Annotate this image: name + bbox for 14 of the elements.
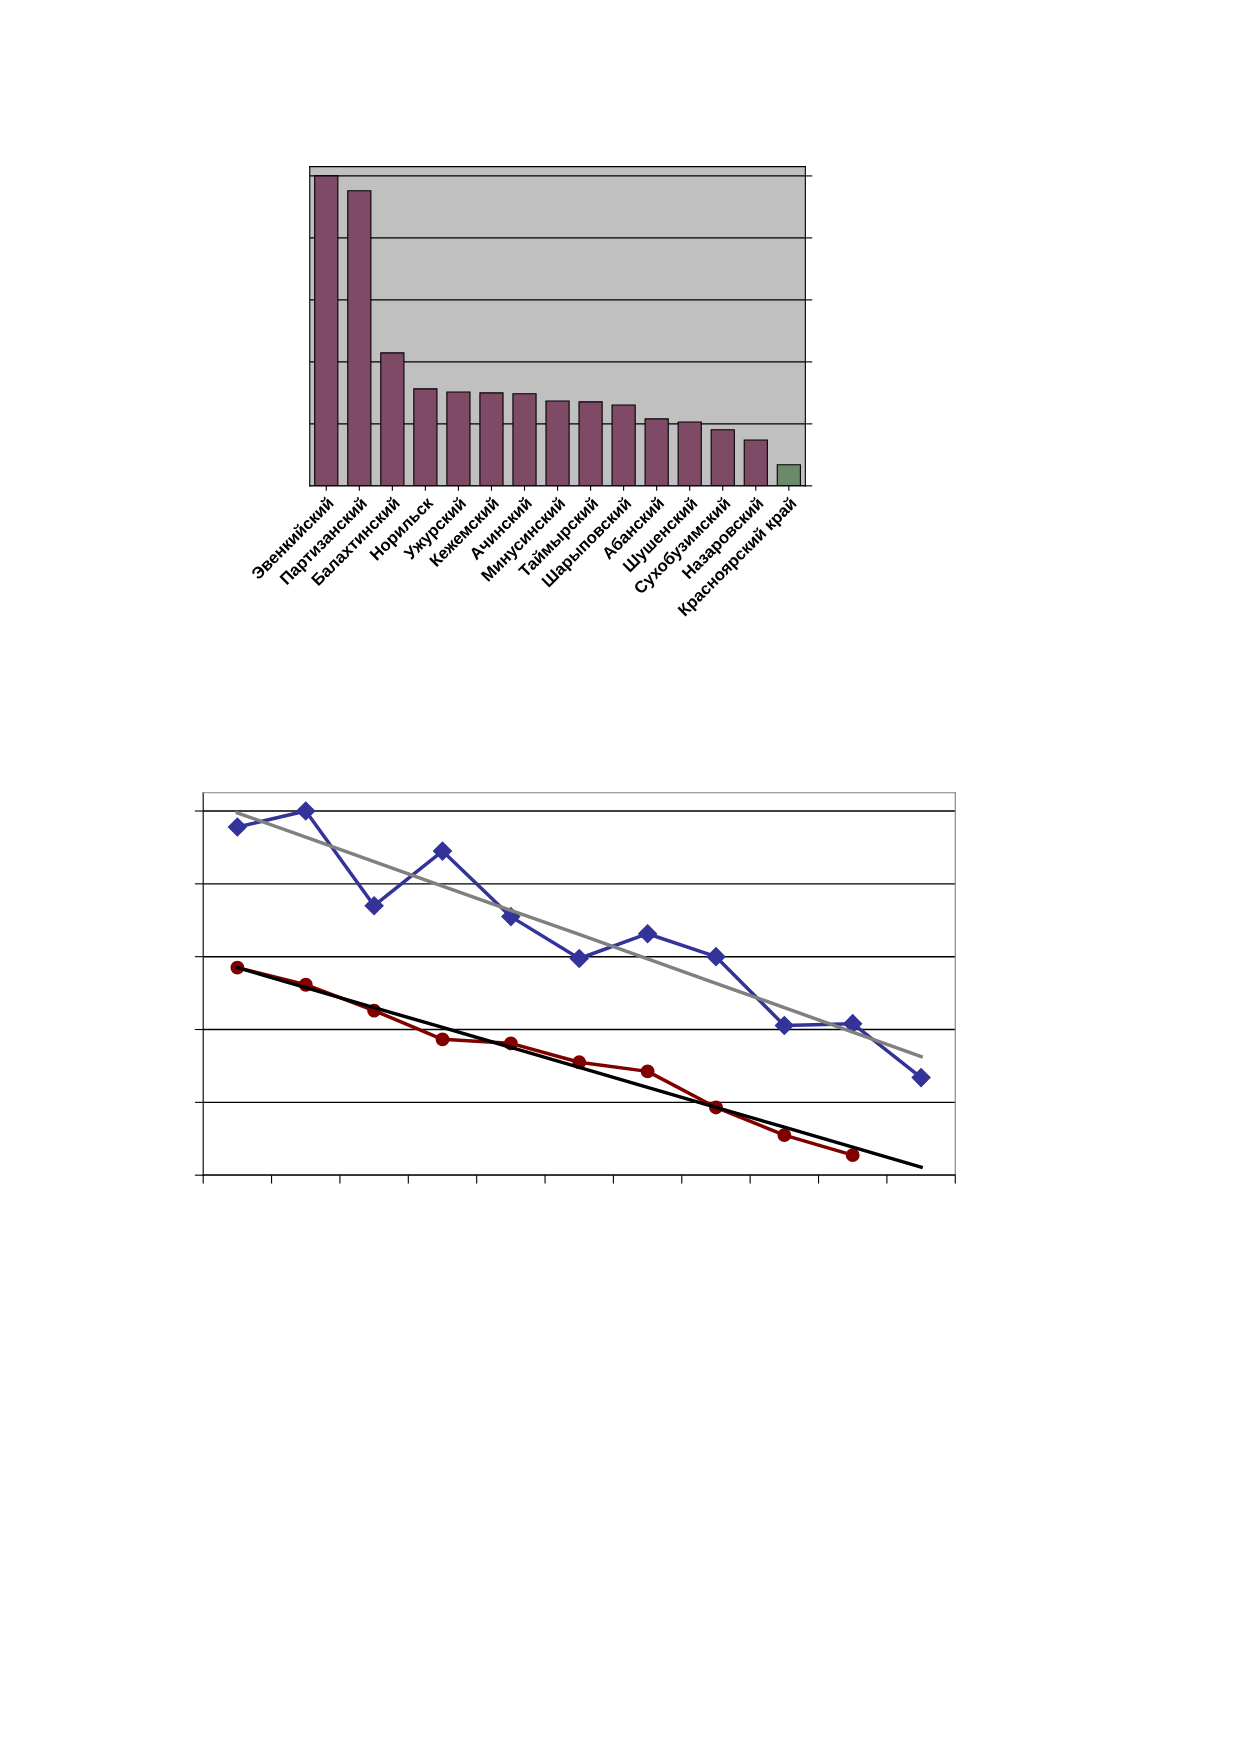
point — [432, 841, 453, 861]
point — [435, 1032, 450, 1047]
point — [706, 947, 726, 967]
point — [843, 1014, 863, 1034]
point — [296, 801, 316, 821]
point — [845, 1148, 860, 1163]
point — [227, 817, 247, 837]
point — [911, 1068, 931, 1088]
point — [774, 1015, 794, 1036]
point — [638, 924, 658, 944]
point — [364, 896, 384, 916]
point — [569, 948, 589, 969]
point — [640, 1064, 655, 1079]
point — [777, 1128, 792, 1143]
